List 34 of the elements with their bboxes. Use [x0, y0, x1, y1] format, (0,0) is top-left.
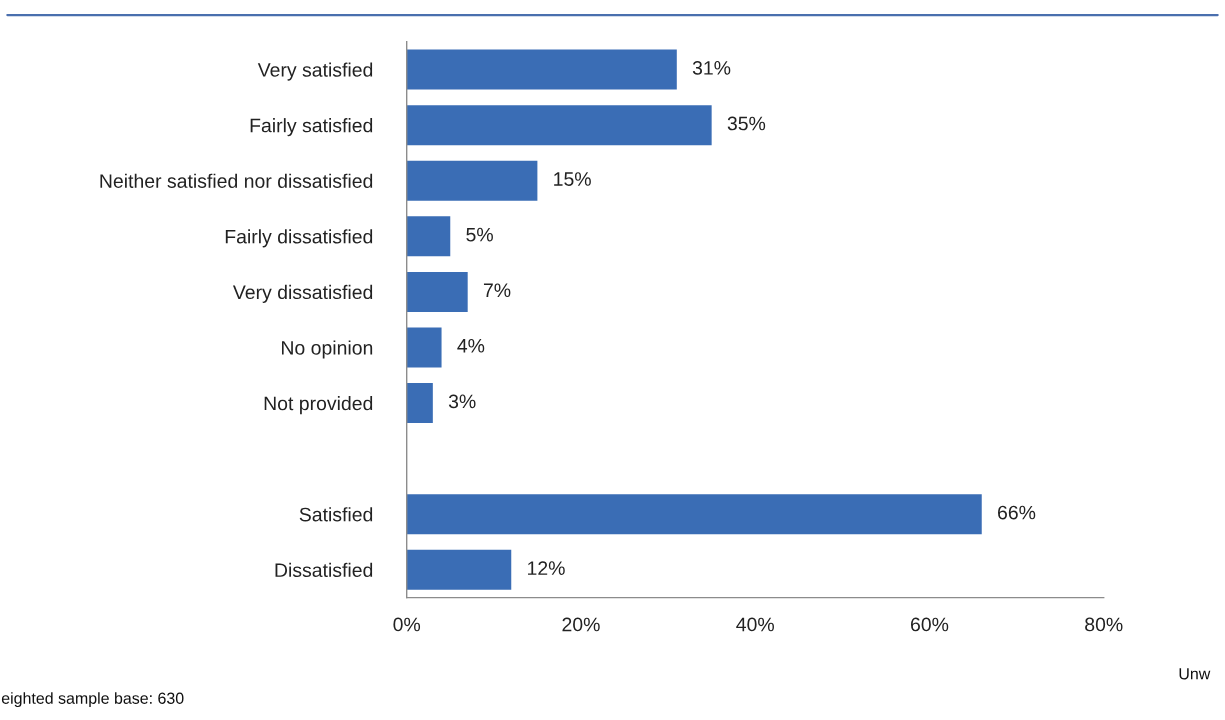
data-label: 66% — [998, 505, 1036, 520]
text: eighted sample base: 630 — [1, 692, 184, 708]
y-tick-label: Fairly dissatisfied — [225, 229, 373, 248]
bar — [406, 271, 468, 312]
data-label: 5% — [466, 227, 493, 242]
y-tick-label: No opinion — [282, 340, 373, 359]
bar — [406, 216, 451, 257]
y-tick-label: Dissatisfied — [275, 562, 373, 578]
data-label: 12% — [528, 561, 565, 575]
x-tick-label: 80% — [1085, 617, 1123, 632]
bar — [406, 49, 677, 90]
data-label: 3% — [448, 394, 476, 409]
y-tick-label: Very dissatisfied — [232, 284, 373, 303]
x-tick-label: 60% — [911, 617, 949, 632]
x-tick-label: 20% — [562, 617, 600, 632]
bar — [406, 160, 538, 201]
bar — [406, 494, 982, 535]
data-label: 15% — [554, 172, 591, 186]
x-tick-label: 0% — [393, 617, 421, 632]
bar — [406, 105, 712, 146]
y-tick-label: Very satisfied — [257, 62, 373, 81]
data-label: 31% — [692, 61, 731, 75]
data-label: 7% — [483, 283, 511, 298]
bar — [406, 383, 433, 424]
y-tick-label: Fairly satisfied — [250, 118, 373, 137]
text: Unw — [1179, 668, 1211, 680]
y-tick-label: Not provided — [264, 396, 373, 415]
bar — [406, 549, 512, 590]
y-tick-label: Satisfied — [299, 507, 373, 522]
data-label: 4% — [457, 339, 485, 353]
bar — [406, 327, 442, 368]
x-tick-label: 40% — [736, 617, 774, 632]
y-tick-label: Neither satisfied nor dissatisfied — [100, 173, 373, 188]
data-label: 35% — [727, 116, 766, 131]
